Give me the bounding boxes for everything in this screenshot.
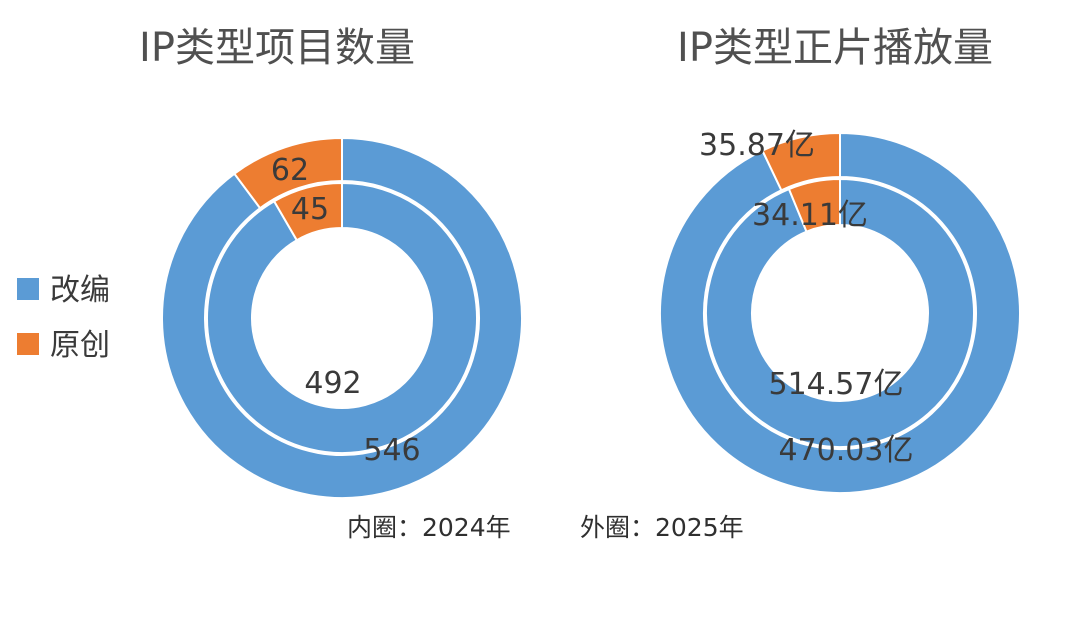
donut-chart-left: 492 45 546 62 (161, 136, 523, 499)
note-inner-ring: 内圈：2024年 (347, 513, 511, 542)
data-label-inner-original: 34.11亿 (752, 198, 868, 233)
slice-outer-adapted (161, 136, 523, 499)
donut-chart-right: 514.57亿 34.11亿 470.03亿 35.87亿 (659, 128, 1021, 494)
slice-inner-original (787, 177, 841, 233)
legend-label-original: 原创 (50, 328, 110, 363)
slice-inner-adapted (206, 181, 478, 454)
slice-outer-original (233, 136, 343, 210)
chart-title-right: IP类型正片播放量 (677, 25, 993, 71)
chart-title-left: IP类型项目数量 (139, 25, 415, 71)
data-label-inner-original: 45 (291, 192, 329, 227)
note-outer-ring: 外圈：2025年 (580, 513, 744, 542)
legend-swatch-adapted (17, 278, 39, 300)
legend: 改编 原创 (17, 273, 110, 363)
slice-inner-original (272, 181, 343, 242)
slice-outer-adapted (659, 131, 1021, 494)
slice-outer-original (761, 131, 841, 192)
legend-label-adapted: 改编 (50, 273, 110, 308)
data-label-inner-adapted: 492 (304, 366, 361, 401)
data-label-outer-adapted: 546 (363, 433, 420, 468)
legend-swatch-original (17, 333, 39, 355)
data-label-inner-adapted: 514.57亿 (769, 367, 904, 402)
data-label-outer-original: 62 (271, 153, 309, 188)
data-label-outer-original: 35.87亿 (699, 128, 815, 163)
slice-inner-adapted (705, 177, 975, 448)
data-label-outer-adapted: 470.03亿 (779, 433, 914, 468)
